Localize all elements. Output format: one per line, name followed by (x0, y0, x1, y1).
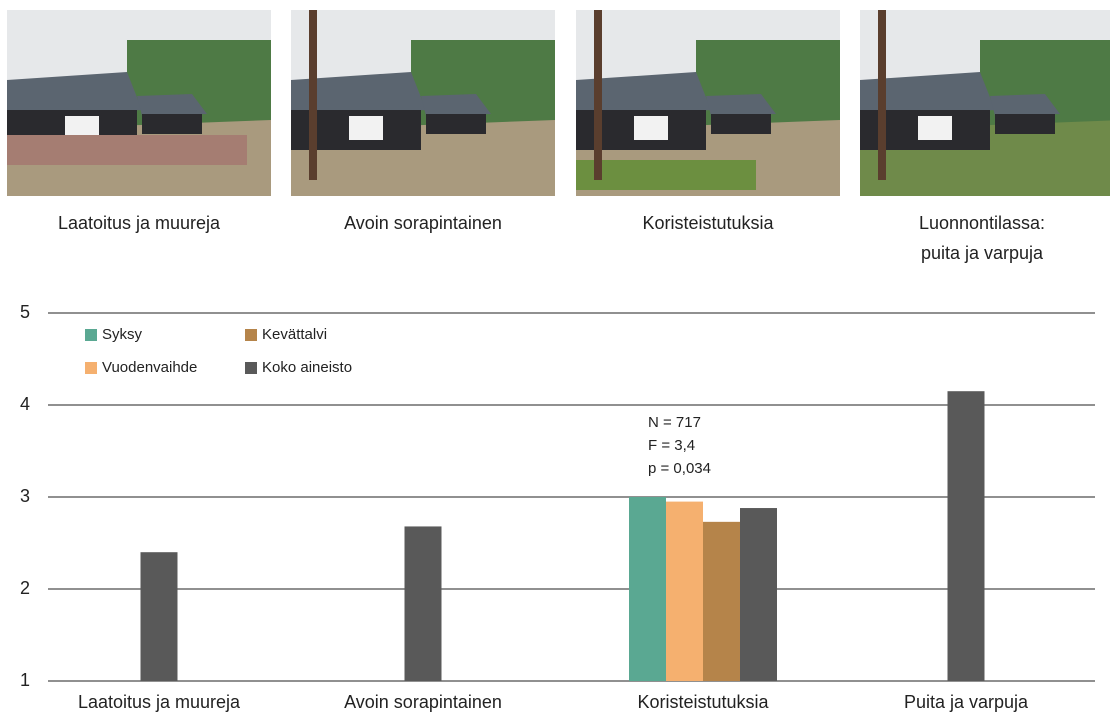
bar (740, 508, 777, 681)
y-tick-label: 2 (20, 578, 30, 598)
wall2 (995, 114, 1055, 134)
x-tick-label: Puita ja varpuja (904, 692, 1029, 712)
wall2 (426, 114, 486, 134)
photo-caption: Laatoitus ja muureja (58, 213, 221, 233)
annotation: N = 717 (648, 414, 701, 431)
legend-label: Vuodenvaihde (102, 359, 197, 376)
wall2 (142, 114, 202, 134)
legend-label: Koko aineisto (262, 359, 352, 376)
window (918, 116, 952, 140)
legend-swatch (85, 362, 97, 374)
x-tick-label: Laatoitus ja muureja (78, 692, 241, 712)
roof (291, 72, 426, 118)
legend-swatch (245, 362, 257, 374)
trunk (309, 10, 317, 180)
bar (703, 521, 740, 681)
roof (860, 72, 995, 118)
legend-label: Kevättalvi (262, 326, 327, 343)
photo-caption: puita ja varpuja (921, 243, 1044, 263)
roof2 (706, 94, 776, 116)
photo (576, 10, 840, 196)
y-tick-label: 3 (20, 486, 30, 506)
trunk (594, 10, 602, 180)
bar (140, 552, 178, 681)
roof2 (990, 94, 1060, 116)
bar (629, 497, 666, 681)
x-tick-label: Avoin sorapintainen (344, 692, 502, 712)
bar (404, 526, 442, 681)
photo-caption: Luonnontilassa: (919, 213, 1045, 233)
roof2 (137, 94, 207, 116)
trunk (878, 10, 886, 180)
y-tick-label: 5 (20, 302, 30, 322)
legend-swatch (85, 329, 97, 341)
legend-swatch (245, 329, 257, 341)
y-tick-label: 1 (20, 670, 30, 690)
wall2 (711, 114, 771, 134)
photo (7, 10, 271, 196)
annotation: p = 0,034 (648, 460, 711, 477)
window (349, 116, 383, 140)
window (634, 116, 668, 140)
bar (666, 501, 703, 681)
photo-caption: Koristeistutuksia (642, 213, 774, 233)
y-tick-label: 4 (20, 394, 30, 414)
photo (860, 10, 1110, 196)
roof2 (421, 94, 491, 116)
roof (576, 72, 711, 118)
wall-stone (7, 135, 247, 165)
photo-caption: Avoin sorapintainen (344, 213, 502, 233)
bar (947, 391, 985, 681)
legend-label: Syksy (102, 326, 143, 343)
x-tick-label: Koristeistutuksia (637, 692, 769, 712)
photo (291, 10, 555, 196)
flowers (576, 160, 756, 190)
roof (7, 72, 142, 118)
annotation: F = 3,4 (648, 437, 695, 454)
